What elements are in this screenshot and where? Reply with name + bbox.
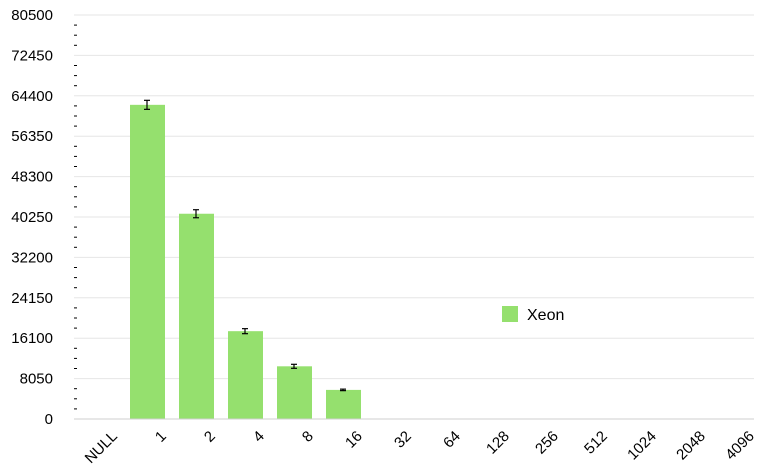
y-tick-label: 48300 [11,169,53,186]
y-tick-label: 16100 [11,330,53,347]
x-tick-label: 8 [299,428,317,446]
y-tick-label: 56350 [11,128,53,145]
x-tick-label: 2 [201,428,219,446]
bar-2 [179,213,214,419]
legend-swatch-xeon [502,306,518,322]
x-tick-label: 1024 [624,428,660,464]
x-tick-label: 128 [483,428,513,458]
x-tick-label: 2048 [673,428,709,464]
x-tick-label: 16 [342,428,366,452]
y-axis: 0 8050 16100 24150 32200 40250 48300 56350 64400… [11,7,77,428]
gridlines [74,14,754,380]
y-tick-label: 8050 [20,371,53,388]
x-tick-label: 512 [581,428,611,458]
x-tick-label: 256 [532,428,562,458]
y-tick-label: 72450 [11,47,53,64]
x-tick-label: 1 [152,428,170,446]
x-tick-label: 32 [391,428,415,452]
error-bars [144,99,346,392]
x-tick-label: 4096 [722,428,758,464]
bars [130,104,361,419]
x-tick-label: 64 [440,428,464,452]
x-tick-label: NULL [82,428,121,467]
bar-8 [277,366,312,419]
y-tick-label: 32200 [11,249,53,266]
y-tick-label: 24150 [11,290,53,307]
legend: Xeon [502,306,564,324]
bar-1 [130,104,165,419]
legend-label-xeon: Xeon [527,307,564,324]
y-tick-label: 0 [45,411,53,428]
y-tick-label: 40250 [11,209,53,226]
y-tick-label: 64400 [11,88,53,105]
x-axis: NULL 1 2 4 8 16 32 64 128 256 512 1024 2048 4096 [74,418,758,467]
bar-16 [326,389,361,419]
y-tick-label: 80500 [11,7,53,24]
x-tick-label: 4 [250,428,268,446]
bar-4 [228,331,263,419]
